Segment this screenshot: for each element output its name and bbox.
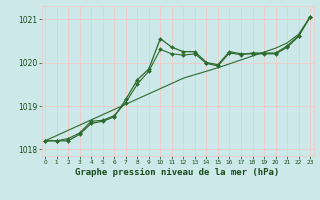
X-axis label: Graphe pression niveau de la mer (hPa): Graphe pression niveau de la mer (hPa) [76, 168, 280, 177]
